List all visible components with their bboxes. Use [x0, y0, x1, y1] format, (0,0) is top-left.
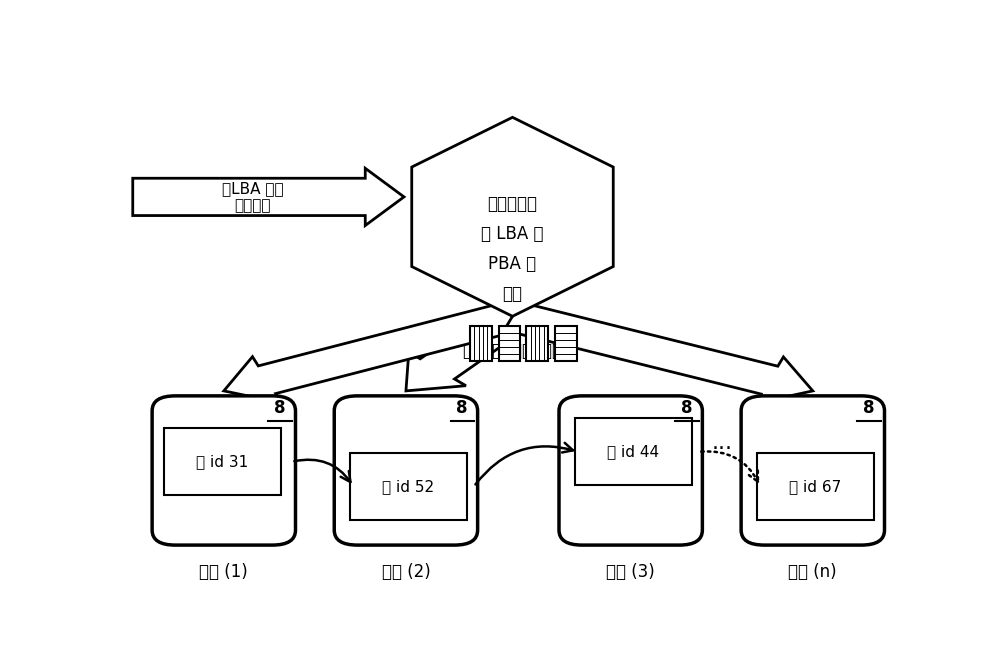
- Bar: [499, 326, 520, 361]
- Text: 映射: 映射: [503, 285, 522, 303]
- Text: ···: ···: [711, 439, 732, 459]
- Text: 条 id 44: 条 id 44: [607, 444, 659, 459]
- Bar: [555, 326, 577, 361]
- Text: 通道 (n): 通道 (n): [788, 563, 837, 581]
- Bar: [526, 326, 548, 361]
- Bar: [350, 453, 467, 520]
- Text: 条 id 67: 条 id 67: [789, 479, 842, 494]
- Text: 8: 8: [456, 399, 468, 417]
- Text: 8: 8: [681, 399, 693, 417]
- Text: 有效步距内: 有效步距内: [488, 195, 538, 213]
- Bar: [574, 418, 692, 485]
- Text: PBA 的: PBA 的: [488, 255, 537, 273]
- Polygon shape: [412, 118, 613, 317]
- Text: 8: 8: [274, 399, 286, 417]
- Bar: [757, 453, 874, 520]
- FancyBboxPatch shape: [559, 396, 702, 545]
- Text: 通道 (1): 通道 (1): [199, 563, 248, 581]
- Text: 条 id 52: 条 id 52: [382, 479, 435, 494]
- Text: 条 id 31: 条 id 31: [196, 454, 249, 469]
- Text: 填充有效步距的每个条: 填充有效步距的每个条: [462, 342, 562, 360]
- FancyBboxPatch shape: [152, 396, 296, 545]
- Text: 8: 8: [863, 399, 875, 417]
- Text: 通道 (3): 通道 (3): [606, 563, 655, 581]
- FancyArrow shape: [224, 302, 521, 403]
- FancyArrow shape: [133, 169, 404, 225]
- FancyArrow shape: [406, 306, 530, 391]
- FancyBboxPatch shape: [741, 396, 885, 545]
- Bar: [470, 326, 492, 361]
- Text: 通道 (2): 通道 (2): [382, 563, 430, 581]
- Text: （LBA 的）
写入请求: （LBA 的） 写入请求: [222, 181, 284, 213]
- FancyBboxPatch shape: [334, 396, 478, 545]
- Text: 从 LBA 到: 从 LBA 到: [481, 225, 544, 243]
- Bar: [164, 428, 281, 495]
- FancyArrow shape: [504, 302, 813, 403]
